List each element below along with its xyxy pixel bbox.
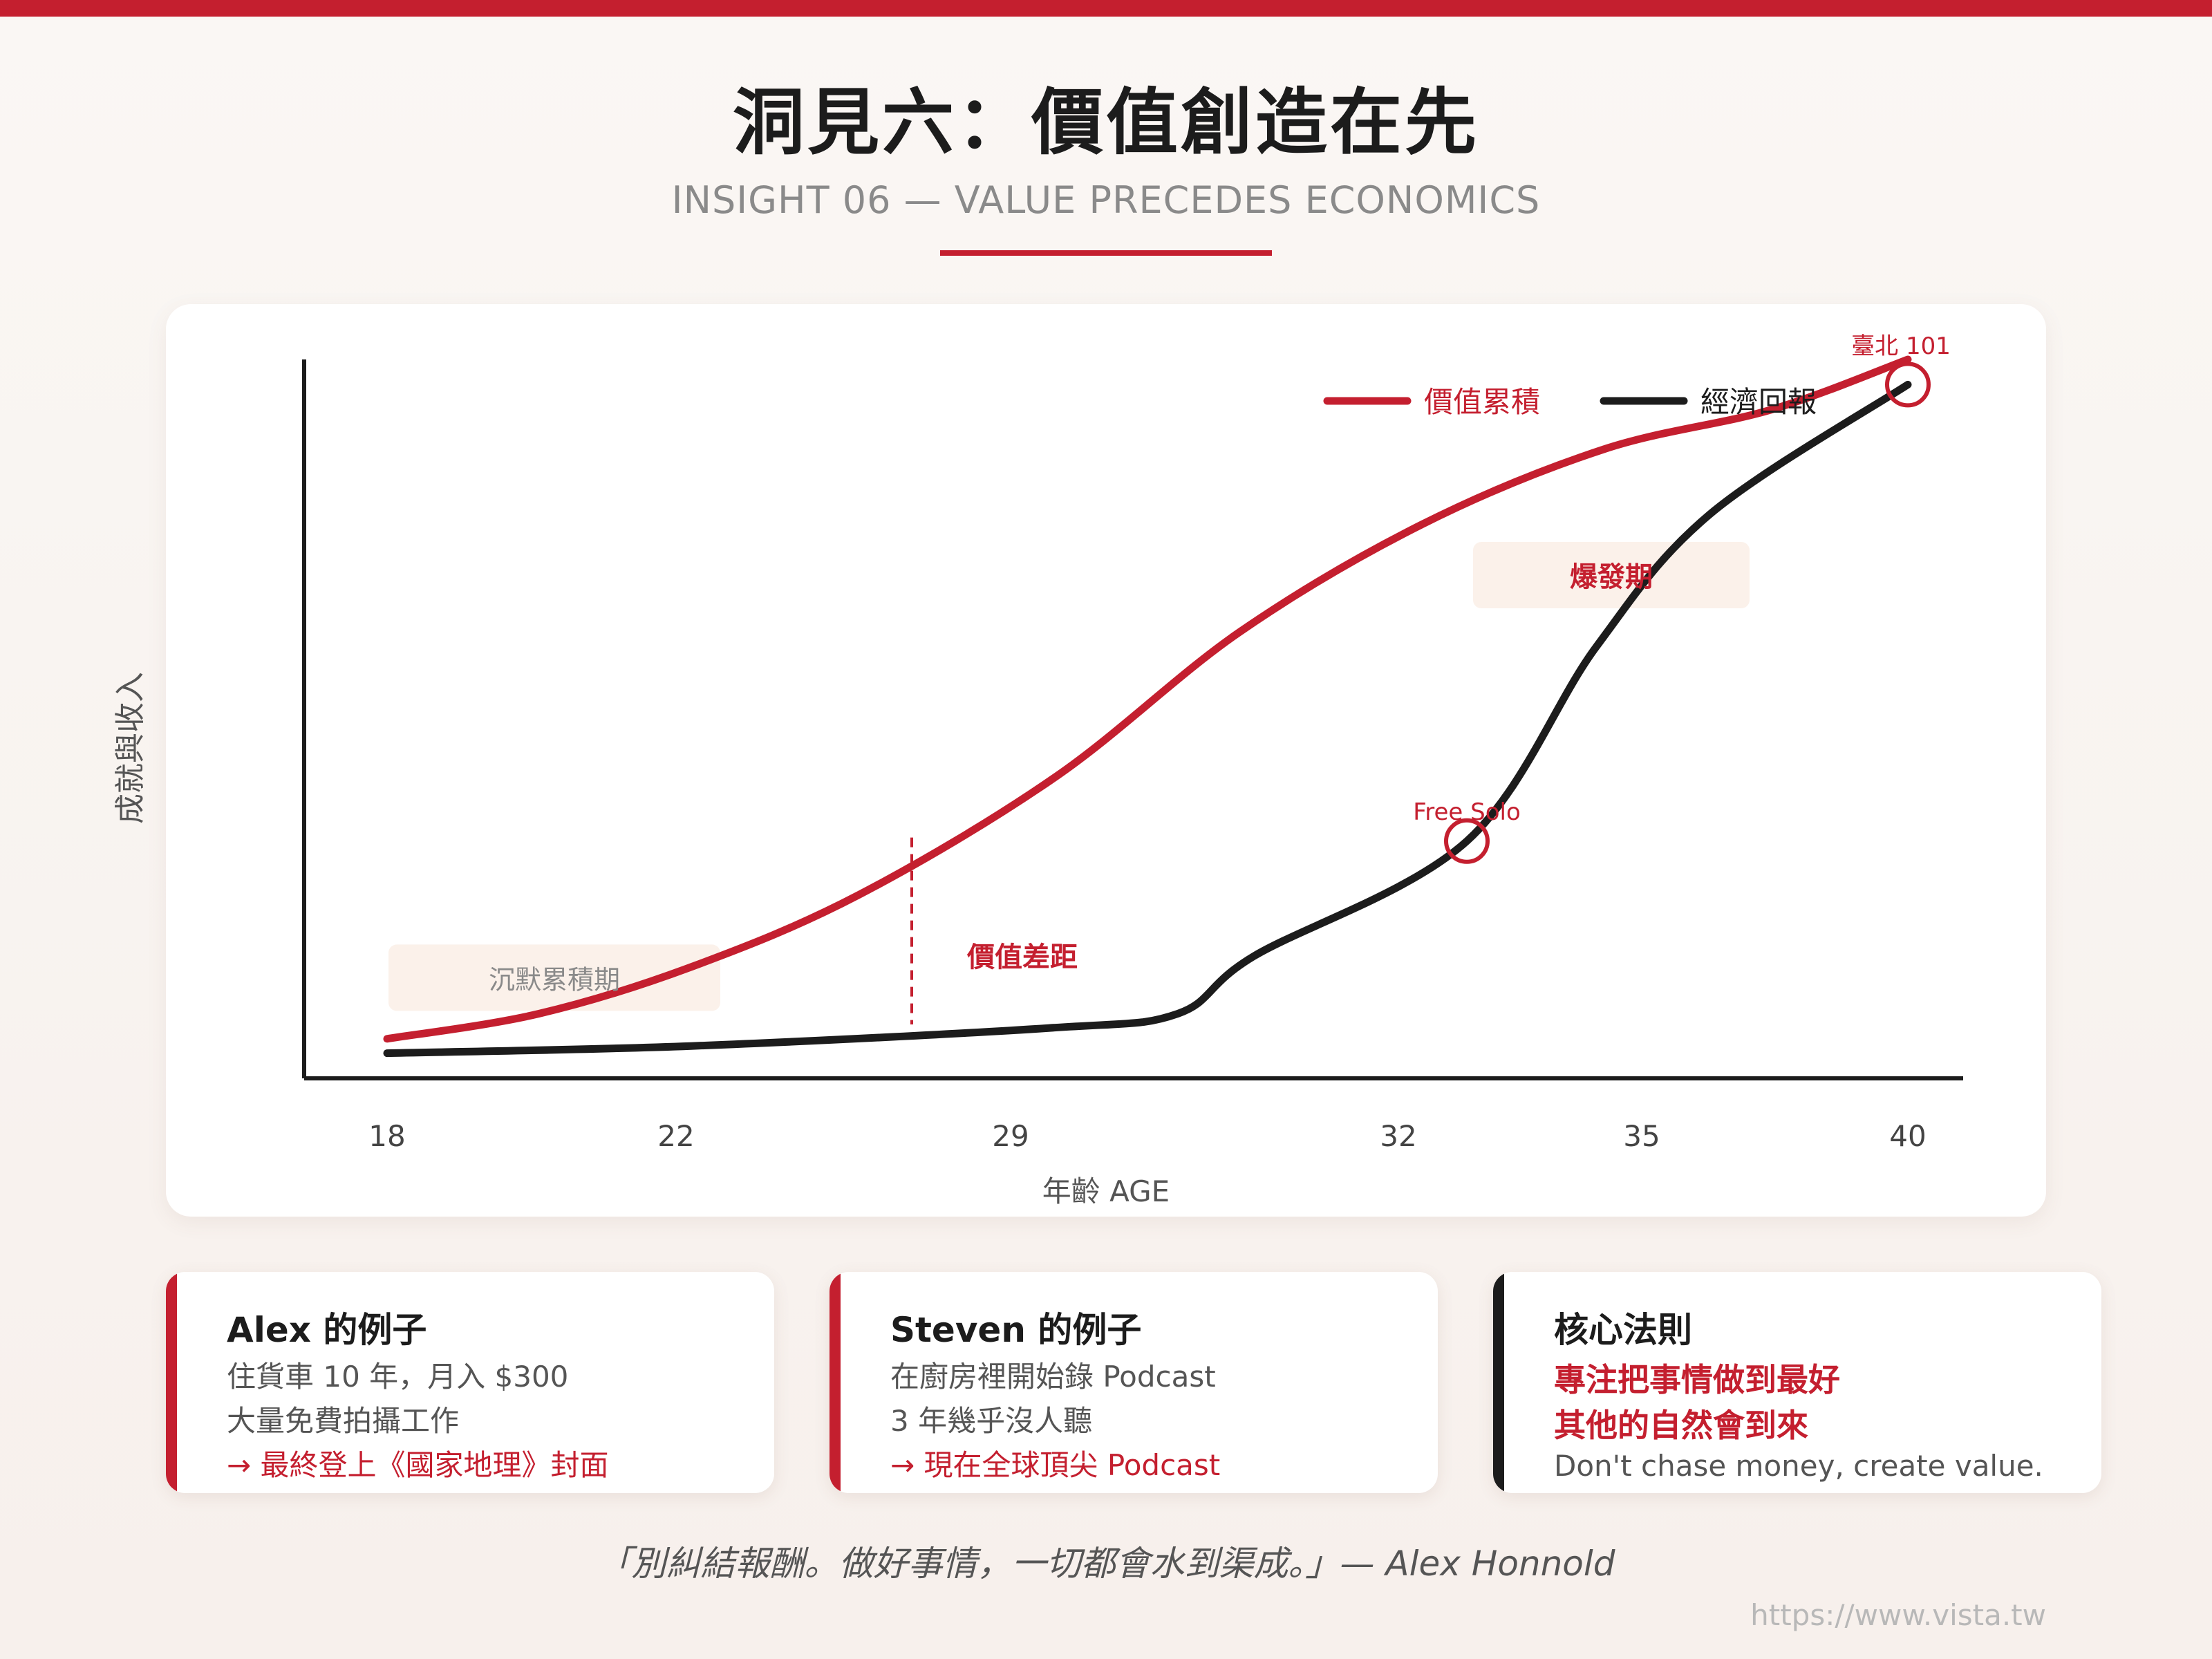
free-solo-marker bbox=[1444, 818, 1490, 864]
card-accent-bar bbox=[830, 1272, 841, 1493]
top-accent-bar bbox=[0, 0, 2212, 17]
card-english: Don't chase money, create value. bbox=[1554, 1449, 2043, 1483]
x-tick-label: 35 bbox=[1623, 1119, 1660, 1153]
legend-label-1: 價值累積 bbox=[1424, 385, 1540, 419]
page-subtitle: INSIGHT 06 — VALUE PRECEDES ECONOMICS bbox=[671, 178, 1541, 222]
x-tick-label: 32 bbox=[1380, 1119, 1416, 1153]
x-tick-label: 18 bbox=[368, 1119, 405, 1153]
card-line: 3 年幾乎沒人聽 bbox=[890, 1404, 1093, 1438]
card-core-rule: 核心法則 專注把事情做到最好 其他的自然會到來 Don't chase mone… bbox=[1493, 1272, 2101, 1493]
annotation-silent-label: 沉默累積期 bbox=[489, 964, 620, 995]
card-accent-bar bbox=[1493, 1272, 1504, 1493]
annotation-taipei-label: 臺北 101 bbox=[1851, 332, 1951, 360]
card-emphasis: 專注把事情做到最好 bbox=[1554, 1361, 1840, 1398]
page-title: 洞見六：價值創造在先 bbox=[732, 80, 1479, 165]
annotation-gap-label: 價值差距 bbox=[966, 941, 1078, 973]
series-line-1 bbox=[383, 355, 1912, 1043]
card-line: 大量免費拍攝工作 bbox=[227, 1404, 460, 1438]
card-accent-bar bbox=[166, 1272, 177, 1493]
x-tick-label: 29 bbox=[992, 1119, 1029, 1153]
card-line: 在廚房裡開始錄 Podcast bbox=[890, 1360, 1216, 1394]
taipei-101-marker bbox=[1885, 362, 1931, 408]
legend-label-2: 經濟回報 bbox=[1700, 385, 1817, 419]
title-underline bbox=[940, 250, 1272, 256]
card-steven: Steven 的例子 在廚房裡開始錄 Podcast 3 年幾乎沒人聽 → 現在… bbox=[830, 1272, 1438, 1493]
card-title: 核心法則 bbox=[1554, 1310, 1692, 1350]
y-axis-label: 成就與收入 bbox=[113, 672, 148, 824]
footer-url[interactable]: https://www.vista.tw bbox=[1750, 1598, 2046, 1632]
annotation-band-boom bbox=[1473, 542, 1750, 608]
annotation-band-silent bbox=[388, 944, 720, 1011]
card-title: Steven 的例子 bbox=[890, 1310, 1142, 1350]
card-line: 住貨車 10 年，月入 $300 bbox=[227, 1360, 569, 1394]
chart-card: 18 22 29 32 35 40 年齡 AGE 沉默累積期 爆發期價值差距 Free Solo 臺… bbox=[166, 304, 2046, 1217]
card-highlight: → 最終登上《國家地理》封面 bbox=[227, 1448, 609, 1482]
x-axis-label: 年齡 AGE bbox=[1042, 1174, 1170, 1208]
card-alex: Alex 的例子 住貨車 10 年，月入 $300 大量免費拍攝工作 → 最終登… bbox=[166, 1272, 774, 1493]
x-tick-label: 40 bbox=[1889, 1119, 1926, 1153]
annotation-free-solo-label: Free Solo bbox=[1413, 798, 1521, 826]
card-highlight: → 現在全球頂尖 Podcast bbox=[890, 1448, 1221, 1482]
card-title: Alex 的例子 bbox=[227, 1310, 427, 1350]
quote: 「別糾結報酬。做好事情，一切都會水到渠成。」— Alex Honnold bbox=[597, 1544, 1615, 1584]
annotation-boom-label: 爆發期 bbox=[1570, 561, 1653, 593]
series-line-2 bbox=[383, 380, 1912, 1058]
x-tick-label: 22 bbox=[657, 1119, 694, 1153]
card-emphasis: 其他的自然會到來 bbox=[1554, 1407, 1808, 1444]
